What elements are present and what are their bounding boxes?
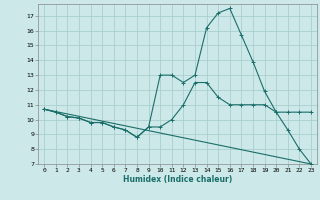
- X-axis label: Humidex (Indice chaleur): Humidex (Indice chaleur): [123, 175, 232, 184]
